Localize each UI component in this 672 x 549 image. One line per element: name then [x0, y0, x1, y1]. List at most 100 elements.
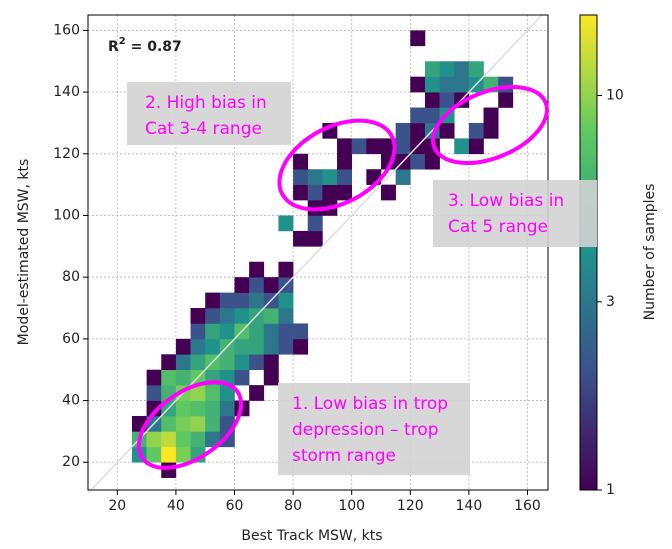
heatmap-cell [293, 153, 309, 170]
colorbar-tick-label: 1 [606, 482, 615, 498]
heatmap-cell [278, 338, 294, 355]
heatmap-cell [322, 184, 338, 201]
x-tick-label: 20 [108, 498, 126, 514]
heatmap-cell [278, 292, 294, 309]
heatmap-cell [161, 354, 177, 371]
heatmap-cell [439, 76, 455, 93]
y-tick-label: 20 [62, 454, 80, 470]
r-value: = 0.87 [126, 39, 182, 55]
heatmap-cell [307, 215, 323, 232]
plot-frame [87, 14, 549, 491]
heatmap-cell [263, 323, 279, 340]
annotation-box [433, 180, 597, 247]
x-tick-label: 140 [456, 498, 483, 514]
heatmap-cell [249, 261, 265, 278]
heatmap-cell [424, 107, 440, 124]
heatmap-cell [424, 92, 440, 108]
colorbar [579, 14, 598, 491]
identity-line [87, 14, 543, 494]
r-squared: R2 = 0.87 [108, 36, 182, 55]
heatmap-cell [278, 261, 294, 278]
heatmap-cell [161, 415, 177, 432]
heatmap-cell [234, 277, 250, 293]
heatmap-cell [205, 323, 221, 340]
heatmap-cell [234, 338, 250, 355]
heatmap-cell [395, 138, 411, 155]
heatmap-cell [161, 446, 177, 463]
heatmap-cell [337, 169, 352, 185]
heatmap-cell [190, 415, 206, 432]
heatmap-cell [322, 169, 338, 185]
heatmap-cell [395, 122, 411, 139]
heatmap-cell [307, 230, 323, 247]
heatmap-cell [410, 30, 426, 47]
plot-area [87, 14, 548, 494]
heatmap-cell [249, 338, 265, 355]
heatmap-cell [498, 92, 514, 108]
heatmap-cell [175, 400, 191, 417]
heatmap-cell [175, 415, 191, 432]
heatmap-cell [307, 184, 323, 201]
heatmap-cell [175, 369, 191, 386]
heatmap-cell [263, 338, 279, 355]
heatmap-cell [468, 138, 484, 155]
heatmap-cell [410, 122, 426, 139]
heatmap-cell [190, 385, 206, 401]
heatmap-cell [205, 400, 221, 417]
heatmap-cell [307, 169, 323, 185]
heatmap-cell [146, 400, 162, 417]
heatmap-cell [175, 446, 191, 463]
heatmap-cell [249, 323, 265, 340]
heatmap-cell [410, 153, 426, 170]
heatmap-cell [219, 385, 235, 401]
heatmap-cell [234, 354, 250, 371]
heatmap-cell [219, 431, 235, 448]
heatmap-cell [190, 431, 206, 448]
x-tick-label: 160 [514, 498, 541, 514]
heatmap-cell [161, 369, 177, 386]
y-tick-label: 140 [53, 84, 80, 100]
annotation-text: storm range [292, 446, 396, 466]
heatmap-cell [263, 308, 279, 324]
heatmap-cell [483, 122, 499, 139]
heatmap-cell [205, 415, 221, 432]
heatmap-cell [146, 431, 162, 448]
heatmap-cell [205, 431, 221, 448]
x-axis-label: Best Track MSW, kts [241, 528, 382, 544]
heatmap-cell [219, 354, 235, 371]
heatmap-cell [293, 323, 309, 340]
colorbar-label: Number of samples [642, 184, 658, 321]
y-tick-label: 40 [62, 393, 80, 409]
y-tick-label: 160 [53, 22, 80, 38]
heatmap-cell [249, 292, 265, 309]
heatmap-cell [410, 107, 426, 124]
y-tick-label: 100 [53, 207, 80, 223]
heatmap-cell [205, 292, 221, 309]
heatmap-cell [234, 308, 250, 324]
heatmap-cell [263, 277, 279, 293]
heatmap-cell [175, 338, 191, 355]
heatmap-cell [205, 338, 221, 355]
annotation-text: 2. High bias in [145, 93, 267, 113]
heatmap-cell [175, 354, 191, 371]
annotation-text: 3. Low bias in [448, 191, 564, 211]
heatmap-cell [380, 184, 396, 201]
x-tick-label: 100 [338, 498, 365, 514]
heatmap-cell [219, 308, 235, 324]
heatmap-cell [249, 385, 265, 401]
heatmap-cell [263, 354, 279, 371]
heatmap-cell [468, 61, 484, 77]
heatmap-cell [146, 369, 162, 386]
heatmap-cell [249, 277, 265, 293]
annotation-box [278, 383, 470, 475]
heatmap-cell [205, 308, 221, 324]
heatmap-cell [161, 431, 177, 448]
highlight-ellipse [136, 380, 244, 470]
heatmap-cell [410, 76, 426, 93]
heatmap-cell [424, 76, 440, 93]
heatmap-cell [161, 462, 177, 478]
heatmap-cell [205, 385, 221, 401]
y-tick-label: 60 [62, 331, 80, 347]
heatmap-cell [234, 292, 250, 309]
